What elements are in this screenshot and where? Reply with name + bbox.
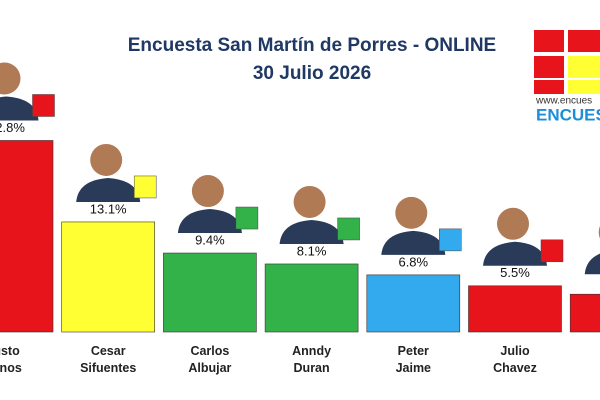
x-tick-label: Julio Chavez	[493, 344, 537, 375]
candidate-logo	[337, 217, 360, 241]
value-label: 22.8%	[0, 120, 25, 135]
candidate-photo	[0, 96, 39, 121]
candidate-logo	[133, 175, 157, 199]
logo-url: www.encues	[535, 96, 592, 107]
candidate-photo	[584, 253, 600, 275]
candidate-photo	[90, 143, 123, 176]
bar	[264, 263, 359, 333]
value-label: 6.8%	[398, 254, 428, 269]
value-label: 13.1%	[90, 201, 127, 216]
x-tick-label: Anndy Duran	[292, 344, 331, 375]
candidate-logo	[540, 239, 564, 263]
value-label: 5.5%	[500, 265, 530, 280]
bar	[0, 140, 54, 333]
candidate-photo	[0, 62, 21, 95]
x-tick-label: Peter Jaime	[396, 344, 431, 375]
candidate-photo	[497, 207, 529, 240]
candidate-logo	[439, 228, 462, 252]
candidate-photo	[395, 196, 428, 229]
candidate-photo	[279, 219, 344, 244]
logo-name: ENCUES	[536, 105, 600, 124]
value-label: 9.4%	[195, 232, 225, 247]
candidate-photo	[293, 185, 326, 218]
bar	[569, 293, 600, 333]
bar	[163, 252, 257, 333]
chart-title: Encuesta San Martín de Porres - ONLINE	[128, 35, 496, 56]
chart-subtitle: 30 Julio 2026	[253, 63, 371, 84]
candidate-logo	[235, 206, 259, 230]
x-tick-label: Cesar Sifuentes	[80, 344, 136, 375]
x-tick-label: ustorinos	[0, 344, 22, 375]
bar	[468, 285, 562, 333]
x-tick-label: Carlos Albujar	[188, 344, 231, 375]
candidate-photo	[381, 230, 446, 255]
candidate-photo	[177, 209, 242, 234]
candidate-photo	[76, 177, 141, 202]
value-label: 8.1%	[297, 243, 327, 258]
bar	[61, 221, 156, 333]
candidate-photo	[191, 175, 224, 208]
logo: www.encues ENCUES	[534, 30, 600, 124]
candidate-photo	[483, 241, 547, 266]
candidate-logo	[32, 94, 55, 117]
bar	[366, 274, 461, 333]
